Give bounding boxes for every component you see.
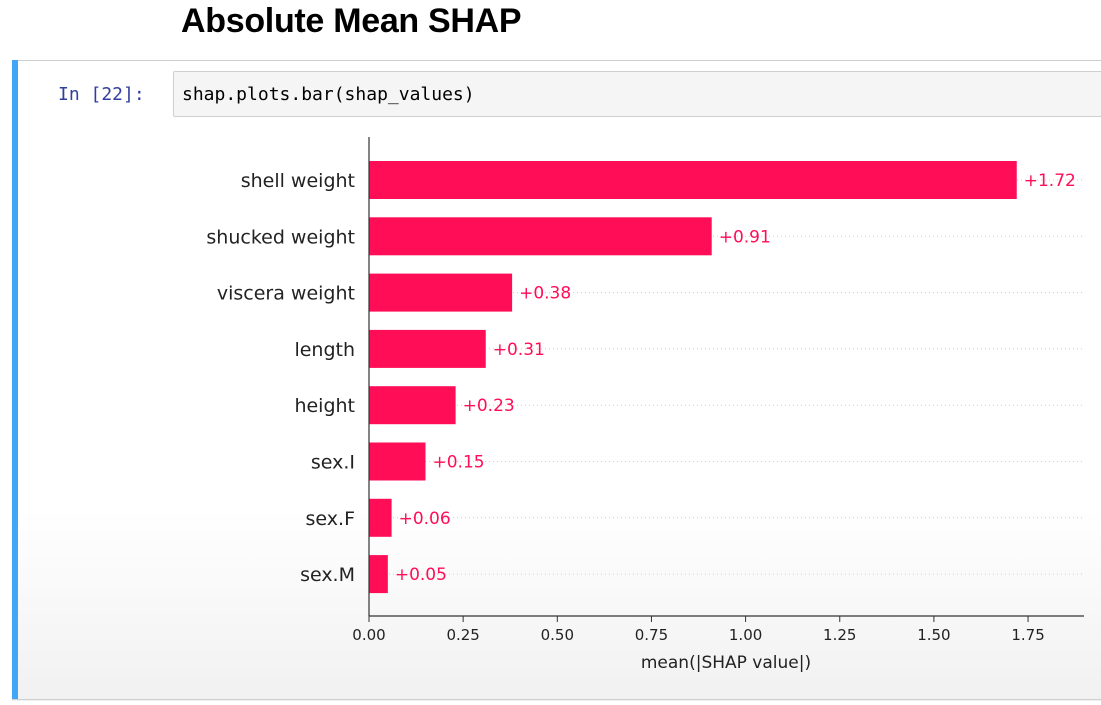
bar-viscera-weight (369, 273, 513, 312)
value-label: +0.15 (432, 453, 484, 473)
x-tick-label: 1.25 (823, 626, 856, 644)
x-tick-label: 1.50 (917, 626, 950, 644)
feature-label: shell weight (241, 170, 355, 192)
x-axis-label: mean(|SHAP value|) (641, 653, 811, 673)
feature-label: shucked weight (206, 226, 355, 248)
bar-height (369, 386, 456, 425)
bar-sex-m (369, 555, 388, 594)
value-label: +1.72 (1024, 171, 1076, 191)
bar-shell-weight (369, 161, 1017, 199)
value-label: +0.06 (399, 509, 451, 529)
bar-shucked-weight (369, 217, 712, 256)
value-label: +0.05 (395, 565, 447, 585)
cell-selection-bar (12, 60, 18, 700)
x-tick-label: 0.00 (352, 626, 385, 644)
x-tick-label: 0.25 (446, 626, 479, 644)
page-title: Absolute Mean SHAP (181, 2, 522, 40)
bar-sex-f (369, 498, 392, 537)
cell-divider (12, 699, 1101, 700)
value-label: +0.31 (493, 340, 545, 360)
feature-label: sex.F (306, 508, 355, 530)
feature-label: viscera weight (217, 283, 355, 305)
feature-label: height (294, 395, 355, 417)
feature-label: length (294, 339, 355, 361)
code-text[interactable]: shap.plots.bar(shap_values) (182, 84, 475, 105)
code-input[interactable]: shap.plots.bar(shap_values) (173, 71, 1101, 117)
x-tick-label: 0.75 (635, 626, 668, 644)
x-tick-label: 1.00 (729, 626, 762, 644)
bar-length (369, 329, 486, 368)
bar-sex-i (369, 442, 426, 481)
value-label: +0.91 (719, 227, 771, 247)
x-tick-label: 0.50 (541, 626, 574, 644)
feature-label: sex.M (300, 564, 355, 586)
cell-prompt: In [22]: (58, 84, 145, 105)
value-label: +0.38 (519, 284, 571, 304)
feature-label: sex.I (311, 452, 355, 474)
value-label: +0.23 (463, 396, 515, 416)
x-tick-label: 1.75 (1011, 626, 1044, 644)
